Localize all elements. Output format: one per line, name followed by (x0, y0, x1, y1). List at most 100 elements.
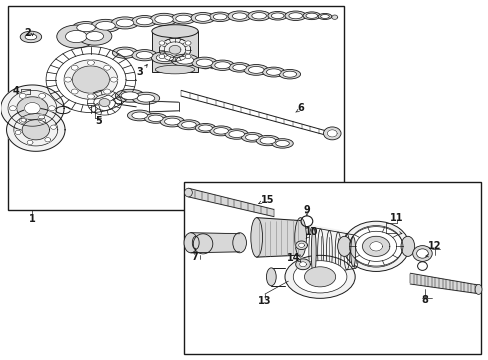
Polygon shape (19, 118, 26, 123)
Bar (8, 6, 344, 211)
Polygon shape (327, 130, 336, 137)
Ellipse shape (245, 134, 259, 140)
Polygon shape (369, 242, 382, 251)
Ellipse shape (285, 11, 306, 21)
Ellipse shape (266, 69, 281, 75)
Bar (152, 31, 198, 72)
Ellipse shape (151, 52, 178, 64)
Ellipse shape (20, 31, 41, 42)
Ellipse shape (148, 115, 163, 122)
Polygon shape (311, 226, 355, 276)
Ellipse shape (412, 246, 431, 261)
Polygon shape (190, 233, 239, 253)
Ellipse shape (155, 65, 194, 74)
Ellipse shape (213, 128, 228, 134)
Text: 12: 12 (427, 241, 441, 251)
Text: 9: 9 (303, 206, 310, 216)
Ellipse shape (210, 60, 234, 71)
Ellipse shape (121, 92, 139, 100)
Ellipse shape (288, 13, 302, 19)
Polygon shape (87, 60, 94, 65)
Ellipse shape (267, 12, 287, 20)
Ellipse shape (342, 221, 408, 271)
Polygon shape (24, 103, 40, 114)
Ellipse shape (248, 67, 264, 73)
Polygon shape (99, 99, 110, 107)
Ellipse shape (192, 236, 199, 249)
Ellipse shape (232, 233, 246, 253)
Polygon shape (21, 118, 27, 122)
Ellipse shape (247, 11, 270, 21)
Text: 13: 13 (258, 296, 271, 306)
Polygon shape (19, 93, 26, 98)
Ellipse shape (116, 19, 134, 27)
Ellipse shape (136, 51, 153, 59)
Polygon shape (159, 38, 190, 61)
Polygon shape (17, 97, 48, 120)
Ellipse shape (132, 15, 157, 27)
Ellipse shape (209, 126, 232, 136)
Polygon shape (27, 140, 33, 144)
Text: 11: 11 (389, 213, 403, 222)
Ellipse shape (132, 50, 157, 61)
Polygon shape (71, 65, 78, 70)
Ellipse shape (241, 132, 263, 142)
Polygon shape (188, 188, 273, 217)
Text: 15: 15 (261, 195, 274, 205)
Polygon shape (64, 60, 118, 99)
Polygon shape (0, 85, 64, 132)
Ellipse shape (227, 11, 251, 21)
Ellipse shape (232, 64, 246, 71)
Text: 1: 1 (29, 215, 36, 224)
Ellipse shape (191, 57, 217, 68)
Ellipse shape (137, 94, 155, 102)
Ellipse shape (271, 139, 293, 148)
Ellipse shape (171, 54, 198, 66)
Ellipse shape (127, 110, 152, 121)
Polygon shape (299, 262, 306, 267)
Polygon shape (200, 62, 210, 69)
Ellipse shape (337, 236, 350, 256)
Ellipse shape (160, 116, 184, 127)
Polygon shape (103, 65, 110, 70)
Ellipse shape (78, 27, 112, 45)
Ellipse shape (117, 49, 133, 57)
Text: 4: 4 (13, 86, 20, 96)
Ellipse shape (320, 14, 329, 18)
Text: 14: 14 (286, 253, 300, 263)
Ellipse shape (232, 13, 246, 19)
Ellipse shape (195, 14, 210, 21)
Ellipse shape (224, 129, 248, 139)
Ellipse shape (184, 188, 192, 197)
Ellipse shape (283, 71, 296, 77)
Ellipse shape (181, 122, 196, 128)
Ellipse shape (304, 267, 335, 287)
Polygon shape (169, 45, 181, 54)
Polygon shape (185, 41, 191, 45)
Polygon shape (39, 118, 45, 123)
Ellipse shape (209, 12, 230, 22)
Ellipse shape (196, 59, 212, 66)
Ellipse shape (155, 15, 173, 23)
Ellipse shape (177, 120, 200, 130)
Polygon shape (298, 243, 304, 247)
Ellipse shape (112, 47, 138, 58)
Ellipse shape (416, 249, 427, 258)
Ellipse shape (474, 284, 481, 294)
Ellipse shape (323, 127, 340, 140)
Text: 8: 8 (421, 295, 427, 305)
Polygon shape (48, 106, 55, 111)
Ellipse shape (190, 13, 215, 23)
Ellipse shape (195, 123, 215, 132)
Text: 7: 7 (191, 252, 198, 262)
Polygon shape (110, 77, 117, 82)
Ellipse shape (279, 69, 300, 79)
Ellipse shape (293, 261, 346, 293)
Ellipse shape (228, 131, 244, 138)
Ellipse shape (260, 137, 275, 144)
Ellipse shape (311, 228, 316, 275)
Ellipse shape (250, 218, 262, 257)
Polygon shape (331, 15, 337, 19)
Ellipse shape (271, 13, 284, 19)
Ellipse shape (305, 13, 317, 18)
